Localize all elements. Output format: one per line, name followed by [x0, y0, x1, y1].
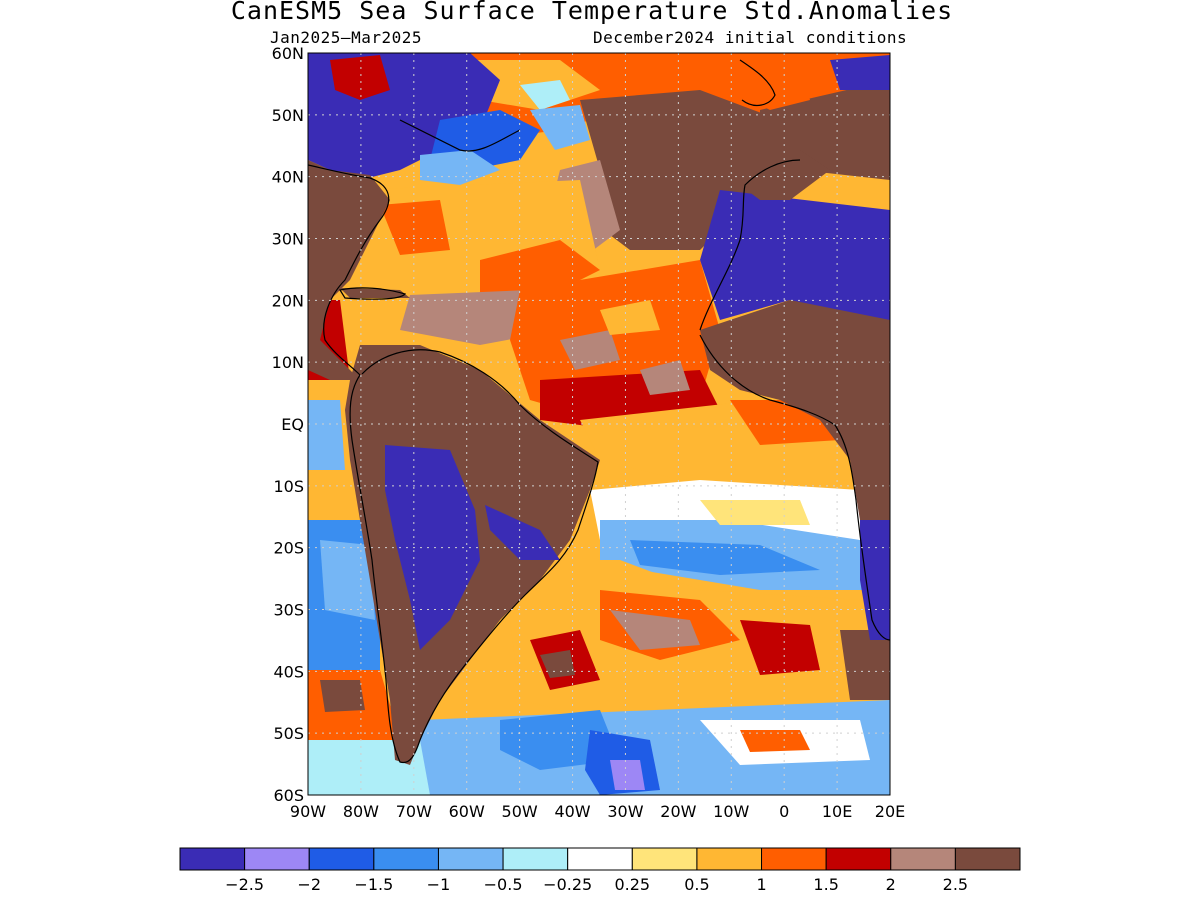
cool-patch-3 — [530, 105, 590, 150]
colorbar-label: 2 — [886, 875, 896, 894]
north-america-land — [308, 160, 390, 380]
longitude-tick-label: 0 — [779, 802, 789, 821]
hudson-warm — [330, 55, 390, 100]
longitude-tick-label: 20W — [660, 802, 696, 821]
baltic-cold — [830, 55, 890, 90]
very-warm-zone — [740, 620, 820, 675]
extreme-warm-spot — [540, 650, 575, 678]
latitude-tick-label: 20N — [272, 291, 304, 310]
latitude-tick-label: 40N — [272, 168, 304, 187]
initial-conditions: December2024 initial conditions — [593, 28, 908, 47]
colorbar-swatch — [890, 847, 956, 871]
colorbar-swatch — [373, 847, 439, 871]
colorbar-swatch — [502, 847, 569, 871]
colorbar-swatch — [437, 847, 504, 871]
latitude-tick-label: 50N — [272, 106, 304, 125]
plot-frame — [307, 52, 891, 796]
latitude-tick-label: 10S — [273, 477, 304, 496]
colorbar-label: −0.5 — [484, 875, 523, 894]
colorbar-label: 1 — [756, 875, 766, 894]
colorbar-swatch — [179, 847, 246, 871]
latitude-tick-label: 60S — [273, 786, 304, 805]
land-cold-patch — [385, 445, 480, 650]
latitude-tick-label: 20S — [273, 539, 304, 558]
latitude-ticks: 60S 50S 40S 30S 20S 10S EQ 10N 20N 30N 40N 50N 60N — [272, 44, 304, 805]
extreme-warm-spot-2 — [840, 630, 890, 700]
longitude-tick-label: 20E — [875, 802, 905, 821]
map-field — [308, 53, 890, 795]
latitude-tick-label: 10N — [272, 353, 304, 372]
cool-patch-2 — [520, 80, 570, 110]
colorbar-swatch — [761, 847, 827, 871]
longitude-ticks: 90W 80W 70W 60W 50W 40W 30W 20W 10W 0 10E 20E — [290, 802, 905, 821]
colorbar-swatch — [244, 847, 310, 871]
longitude-tick-label: 70W — [396, 802, 432, 821]
southern-warm-spot — [740, 730, 810, 752]
longitude-tick-label: 10W — [713, 802, 749, 821]
neutral-warm-band — [700, 500, 810, 525]
colorbar: −2.5 −2 −1.5 −1 −0.5 −0.25 0.25 0.5 1 1.5 2 2.5 — [179, 847, 1021, 894]
colorbar-swatch — [308, 847, 375, 871]
latitude-tick-label: 50S — [273, 724, 304, 743]
colorbar-swatch — [696, 847, 763, 871]
southern-ocean-very-cold — [610, 760, 645, 790]
colorbar-label: −2 — [297, 875, 321, 894]
latitude-tick-label: EQ — [281, 415, 304, 434]
colorbar-label: −2.5 — [225, 875, 264, 894]
warm-patch-2 — [600, 300, 660, 335]
longitude-tick-label: 30W — [607, 802, 643, 821]
rosy-zone — [610, 610, 700, 650]
longitude-tick-label: 40W — [554, 802, 590, 821]
forecast-period: Jan2025–Mar2025 — [270, 28, 422, 47]
colorbar-label: 1.5 — [813, 875, 838, 894]
latitude-tick-label: 40S — [273, 662, 304, 681]
rosy-patch — [560, 330, 620, 370]
east-pacific-cool — [308, 400, 345, 470]
colorbar-label: 0.25 — [614, 875, 650, 894]
colorbar-swatch — [954, 847, 1021, 871]
rosy-patch-2 — [640, 360, 690, 395]
map-title: CanESM5 Sea Surface Temperature Std.Anom… — [230, 0, 954, 25]
warm-spot — [380, 200, 450, 255]
longitude-tick-label: 90W — [290, 802, 326, 821]
colorbar-label: 2.5 — [943, 875, 968, 894]
colorbar-swatch — [567, 847, 633, 871]
colorbar-label: 0.5 — [684, 875, 709, 894]
colorbar-label: −0.25 — [543, 875, 592, 894]
longitude-tick-label: 80W — [343, 802, 379, 821]
longitude-tick-label: 60W — [449, 802, 485, 821]
pacific-extreme-warm — [320, 680, 365, 712]
africa-land — [700, 300, 890, 520]
canary-cold — [700, 190, 890, 330]
colorbar-swatch — [631, 847, 698, 871]
longitude-tick-label: 50W — [502, 802, 538, 821]
south-atlantic-cooler — [630, 540, 820, 575]
iberia-land — [740, 150, 830, 200]
colorbar-label: −1.5 — [354, 875, 393, 894]
latitude-tick-label: 30S — [273, 601, 304, 620]
land-cold-patch-2 — [485, 505, 560, 560]
colorbar-label: −1 — [427, 875, 451, 894]
latitude-tick-label: 30N — [272, 230, 304, 249]
colorbar-swatch — [825, 847, 892, 871]
cool-patch — [420, 150, 500, 185]
latitude-tick-label: 60N — [272, 44, 304, 63]
longitude-tick-label: 10E — [822, 802, 852, 821]
